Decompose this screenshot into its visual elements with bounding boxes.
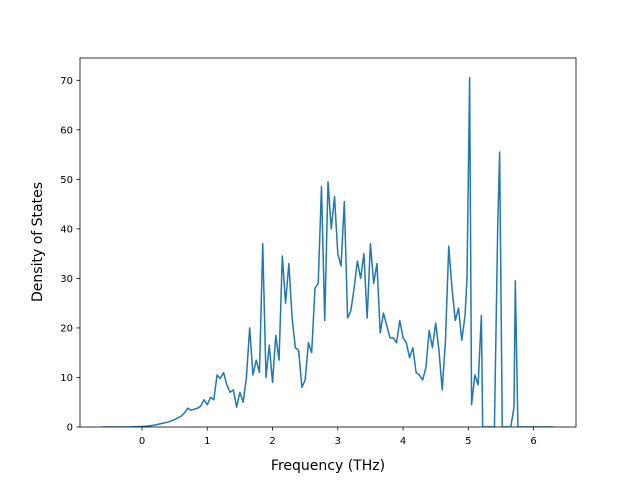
x-tick-label: 3 <box>335 436 341 447</box>
y-tick-label: 50 <box>60 175 73 186</box>
dos-series-line <box>102 77 554 427</box>
x-tick-label: 1 <box>204 436 210 447</box>
y-tick-label: 70 <box>60 76 73 87</box>
y-tick-label: 20 <box>60 323 73 334</box>
x-tick-label: 6 <box>530 436 536 447</box>
x-tick-label: 0 <box>139 436 145 447</box>
x-axis-label: Frequency (THz) <box>271 458 385 474</box>
x-tick-label: 5 <box>465 436 471 447</box>
x-tick-label: 2 <box>269 436 275 447</box>
y-axis-label: Density of States <box>30 182 46 302</box>
y-tick-label: 30 <box>60 274 73 285</box>
y-tick-label: 10 <box>60 373 73 384</box>
x-axis-ticks: 0 1 2 3 4 5 6 <box>139 427 537 447</box>
plot-area: 0 1 2 3 4 5 6 0 10 20 30 40 50 60 70 <box>60 57 577 447</box>
y-tick-label: 60 <box>60 125 73 136</box>
y-tick-label: 40 <box>60 224 73 235</box>
y-axis-ticks: 0 10 20 30 40 50 60 70 <box>60 76 80 434</box>
axes-background <box>80 58 576 427</box>
y-tick-label: 0 <box>67 423 73 434</box>
x-tick-label: 4 <box>400 436 406 447</box>
axes-frame <box>79 57 577 428</box>
